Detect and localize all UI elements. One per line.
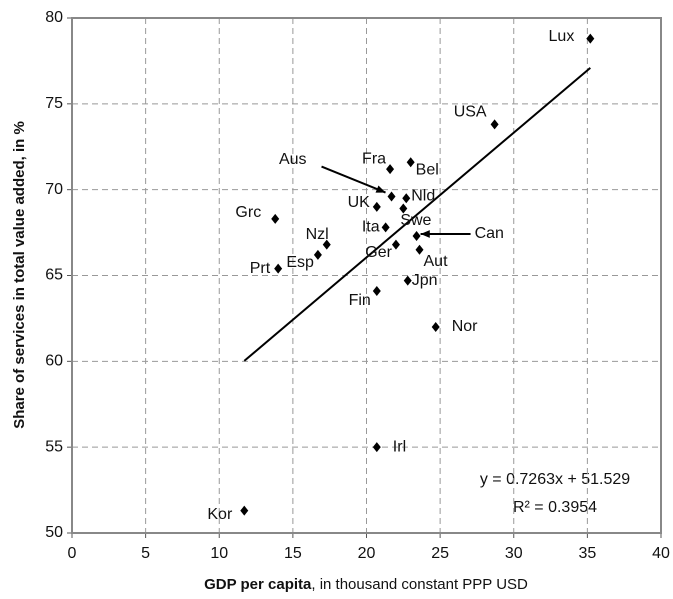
x-tick-label: 40	[652, 545, 670, 562]
point-label: Kor	[207, 506, 233, 523]
y-tick-label: 60	[45, 353, 63, 370]
x-tick-label: 30	[505, 545, 523, 562]
point-label: Bel	[416, 161, 439, 178]
x-tick-label: 15	[284, 545, 302, 562]
data-point	[274, 263, 283, 274]
point-label: Lux	[549, 28, 575, 45]
data-point	[387, 191, 396, 202]
point-label: USA	[454, 104, 487, 121]
point-label: Aus	[279, 151, 307, 168]
r-squared: R² = 0.3954	[513, 499, 597, 516]
y-tick-label: 70	[45, 181, 63, 198]
y-tick-label: 50	[45, 524, 63, 541]
point-label: Fin	[349, 292, 371, 309]
point-label: Irl	[393, 438, 406, 455]
data-point	[402, 193, 411, 204]
data-point	[372, 285, 381, 296]
data-point	[386, 164, 395, 175]
data-point	[322, 239, 331, 250]
point-label: Nor	[452, 318, 478, 335]
point-label: Nld	[411, 187, 435, 204]
y-tick-label: 55	[45, 438, 63, 455]
x-tick-label: 20	[358, 545, 376, 562]
point-label: Esp	[286, 254, 314, 271]
x-tick-label: 0	[68, 545, 77, 562]
data-point	[412, 231, 421, 242]
arrow-line	[321, 165, 386, 194]
x-axis-label-rest: , in thousand constant PPP USD	[311, 576, 528, 593]
x-tick-label: 35	[578, 545, 596, 562]
point-label: Ita	[362, 219, 380, 236]
point-label: Can	[475, 225, 504, 242]
x-axis-label: GDP per capita, in thousand constant PPP…	[204, 576, 528, 593]
data-point	[372, 442, 381, 453]
data-point	[372, 201, 381, 212]
y-tick-label: 65	[45, 267, 63, 284]
equation: y = 0.7263x + 51.529	[480, 471, 630, 488]
data-point	[403, 275, 412, 286]
data-point	[431, 322, 440, 332]
point-label: UK	[348, 194, 371, 211]
plot-frame	[71, 17, 662, 534]
y-tick-label: 80	[45, 9, 63, 26]
data-point	[415, 244, 424, 255]
y-tick-label: 75	[45, 95, 63, 112]
point-label: Fra	[362, 150, 386, 167]
arrow-head	[375, 185, 386, 193]
point-label: Prt	[250, 260, 271, 277]
point-label: Ger	[365, 244, 392, 261]
data-point	[391, 239, 400, 250]
x-tick-label: 5	[141, 545, 150, 562]
data-point	[490, 119, 499, 130]
data-point	[313, 249, 322, 260]
point-label: Nzl	[306, 226, 329, 243]
x-axis-label-bold: GDP per capita	[204, 576, 312, 593]
data-point	[406, 157, 415, 168]
y-axis-label: Share of services in total value added, …	[11, 121, 28, 429]
point-label: Aut	[424, 253, 449, 270]
data-point	[586, 33, 595, 44]
trend-line	[243, 67, 591, 362]
data-point	[271, 213, 280, 224]
data-point	[399, 203, 408, 214]
data-point	[381, 222, 390, 233]
point-label: Swe	[400, 212, 431, 229]
arrow-head	[420, 230, 430, 238]
x-tick-label: 25	[431, 545, 449, 562]
data-point	[240, 505, 249, 516]
x-tick-label: 10	[210, 545, 228, 562]
point-label: Grc	[235, 204, 261, 221]
point-label: Jpn	[412, 272, 438, 289]
